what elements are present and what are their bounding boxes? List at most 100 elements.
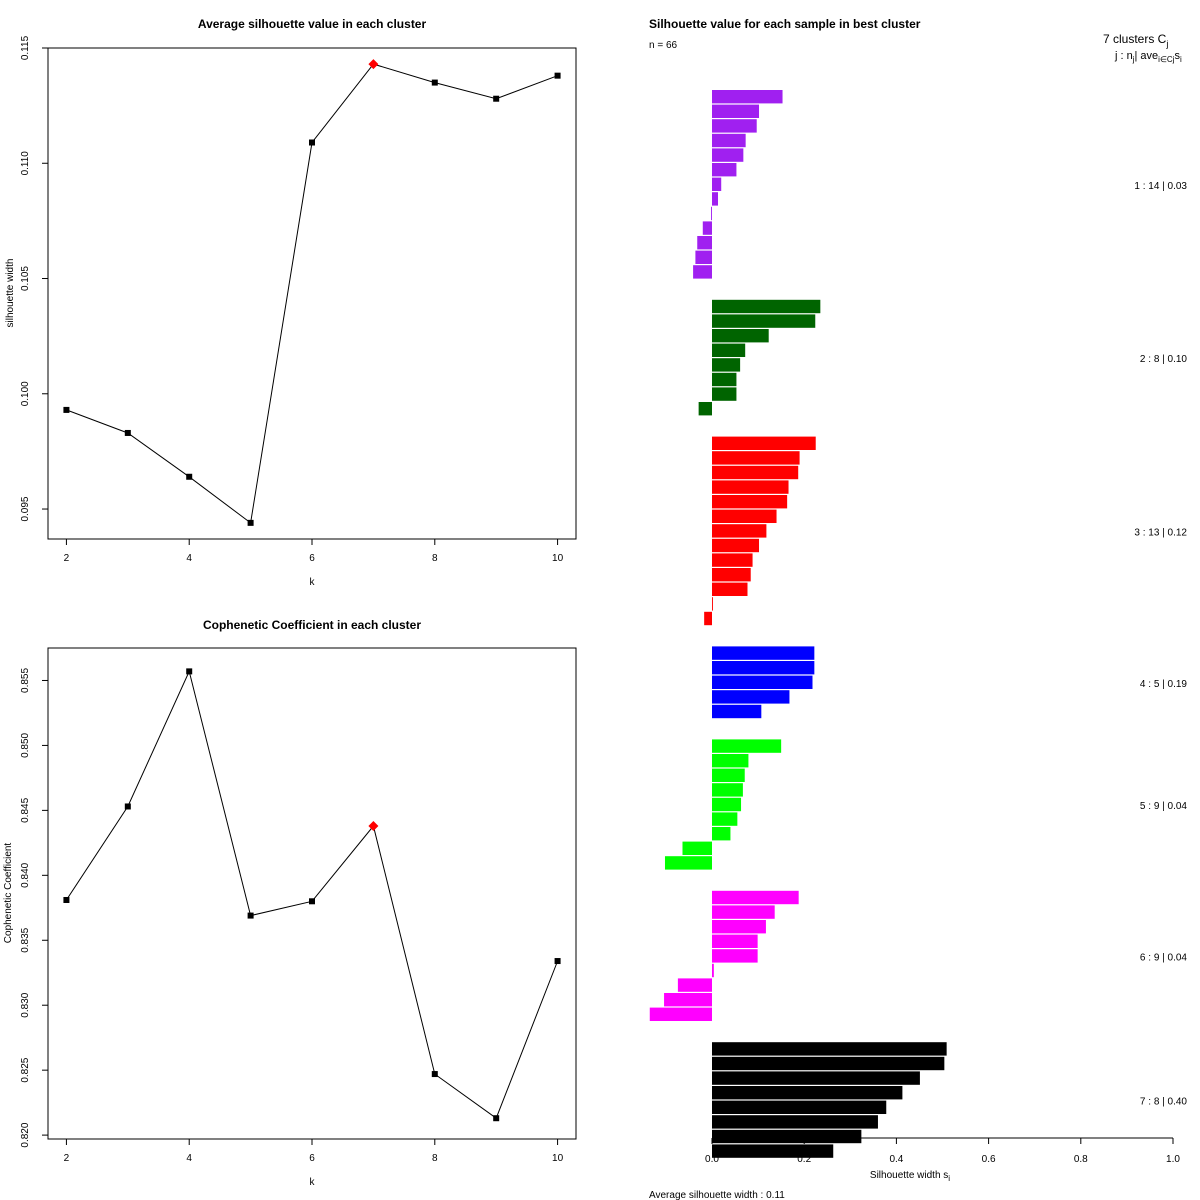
silhouette-bar bbox=[712, 104, 760, 118]
silhouette-bar bbox=[712, 934, 758, 948]
silhouette-bar bbox=[712, 436, 816, 450]
plot2-title: Cophenetic Coefficient in each cluster bbox=[203, 618, 421, 632]
silhouette-bar bbox=[712, 812, 738, 826]
cluster-label: 3 : 13 | 0.12 bbox=[1134, 528, 1187, 539]
plot2-y-ticks: 0.820 0.825 0.830 0.835 0.840 0.845 0.850 0.855 bbox=[20, 668, 48, 1148]
cluster-label: 4 : 5 | 0.19 bbox=[1140, 679, 1188, 690]
data-point bbox=[247, 519, 254, 526]
data-point bbox=[124, 803, 131, 810]
plot1-series bbox=[63, 59, 561, 526]
legend-subheader-ave-sub: i∈Cj bbox=[1158, 55, 1175, 64]
silhouette-bar bbox=[698, 402, 712, 416]
legend-subheader-j: j : n bbox=[1114, 50, 1133, 62]
highlight-point bbox=[368, 59, 379, 70]
silhouette-bar bbox=[712, 704, 762, 719]
y-tick-label: 0.110 bbox=[20, 151, 31, 176]
silhouette-bar bbox=[712, 1056, 945, 1071]
data-point bbox=[247, 912, 254, 919]
x-tick-label: 0.0 bbox=[705, 1154, 719, 1165]
cluster-label: 7 : 8 | 0.40 bbox=[1140, 1097, 1188, 1108]
x-tick-label: 2 bbox=[64, 553, 70, 564]
silhouette-bar bbox=[712, 675, 813, 689]
plot1-frame bbox=[47, 47, 577, 540]
x-tick-label: 8 bbox=[432, 553, 438, 564]
silhouette-bar bbox=[712, 920, 766, 934]
plot2-x-ticks: 2 4 6 8 10 bbox=[64, 1139, 564, 1164]
plot3-legend-subheader: j : nj| avei∈Cjsi bbox=[1114, 50, 1182, 64]
plot2-series bbox=[63, 668, 561, 1122]
legend-subheader-ave: | ave bbox=[1135, 50, 1159, 62]
plot3-legend-header: 7 clusters Cj bbox=[1103, 32, 1168, 49]
silhouette-bar bbox=[712, 890, 799, 905]
silhouette-bar bbox=[712, 509, 777, 523]
plot2-ylabel: Cophenetic Coefficient bbox=[3, 843, 14, 944]
silhouette-bar bbox=[712, 387, 737, 401]
x-tick-label: 0.2 bbox=[797, 1154, 811, 1165]
silhouette-bar bbox=[712, 963, 714, 978]
data-point bbox=[431, 1071, 438, 1078]
silhouette-bar bbox=[664, 856, 712, 870]
plot3-title: Silhouette value for each sample in best… bbox=[649, 17, 921, 31]
silhouette-bar bbox=[712, 690, 790, 704]
data-point bbox=[63, 896, 70, 903]
silhouette-bar bbox=[712, 372, 737, 387]
x-tick-label: 0.4 bbox=[889, 1154, 903, 1165]
silhouette-bar bbox=[712, 797, 742, 812]
x-tick-label: 10 bbox=[552, 553, 564, 564]
y-tick-label: 0.105 bbox=[20, 266, 31, 291]
legend-header-main: 7 clusters C bbox=[1103, 32, 1167, 46]
x-tick-label: 10 bbox=[552, 1153, 564, 1164]
plot3-cluster-labels: 1 : 14 | 0.03 2 : 8 | 0.10 3 : 13 | 0.12 4 … bbox=[1134, 181, 1187, 1108]
silhouette-bar bbox=[712, 299, 821, 314]
y-tick-label: 0.820 bbox=[20, 1122, 31, 1147]
silhouette-bar bbox=[712, 451, 800, 465]
silhouette-bar bbox=[712, 1042, 947, 1056]
cluster-label: 2 : 8 | 0.10 bbox=[1140, 354, 1188, 365]
legend-subheader-s: s bbox=[1174, 50, 1180, 62]
plot1-x-ticks: 2 4 6 8 10 bbox=[64, 539, 564, 564]
plot3-xlabel-main: Silhouette width s bbox=[870, 1170, 948, 1181]
silhouette-bar bbox=[712, 465, 799, 480]
x-tick-label: 0.8 bbox=[1074, 1154, 1088, 1165]
data-point bbox=[431, 79, 438, 86]
silhouette-bar bbox=[712, 358, 741, 372]
y-tick-label: 0.850 bbox=[20, 732, 31, 757]
silhouette-bar bbox=[712, 597, 713, 611]
legend-subheader-s-sub: i bbox=[1180, 55, 1182, 64]
plot3-xlabel: Silhouette width si bbox=[870, 1170, 950, 1183]
data-point bbox=[309, 898, 315, 905]
plot3-n-label: n = 66 bbox=[649, 40, 678, 51]
data-point bbox=[493, 95, 500, 102]
data-point bbox=[493, 1115, 500, 1122]
y-tick-label: 0.830 bbox=[20, 992, 31, 1017]
plot2-frame bbox=[47, 647, 577, 1140]
silhouette-bar bbox=[712, 739, 782, 753]
plot1-ylabel: silhouette width bbox=[5, 259, 16, 328]
legend-header-sub: j bbox=[1165, 39, 1168, 49]
silhouette-bar bbox=[712, 783, 743, 797]
data-point bbox=[186, 473, 193, 480]
silhouette-bar bbox=[712, 1100, 887, 1114]
silhouette-bar bbox=[711, 206, 712, 221]
silhouette-bar bbox=[712, 949, 758, 963]
series-line bbox=[65, 669, 559, 1119]
silhouette-bar bbox=[712, 148, 744, 162]
silhouette-bar bbox=[677, 978, 712, 992]
plot1-title: Average silhouette value in each cluster bbox=[198, 17, 427, 31]
silhouette-bar bbox=[712, 768, 745, 782]
plot3-x-ticks: 0.0 0.2 0.4 0.6 0.8 1.0 bbox=[705, 1138, 1180, 1165]
silhouette-bar bbox=[712, 177, 722, 191]
silhouette-bar bbox=[695, 250, 712, 264]
x-tick-label: 8 bbox=[432, 1153, 438, 1164]
cluster-label: 5 : 9 | 0.04 bbox=[1140, 801, 1188, 812]
data-point bbox=[554, 72, 561, 79]
silhouette-bar bbox=[712, 538, 760, 553]
legend-subheader-j-sub: j bbox=[1132, 55, 1135, 64]
x-tick-label: 2 bbox=[64, 1153, 70, 1164]
x-tick-label: 1.0 bbox=[1166, 1154, 1180, 1165]
y-tick-label: 0.825 bbox=[20, 1057, 31, 1082]
silhouette-bar bbox=[712, 1071, 920, 1085]
silhouette-bar bbox=[712, 480, 789, 494]
y-tick-label: 0.835 bbox=[20, 927, 31, 952]
